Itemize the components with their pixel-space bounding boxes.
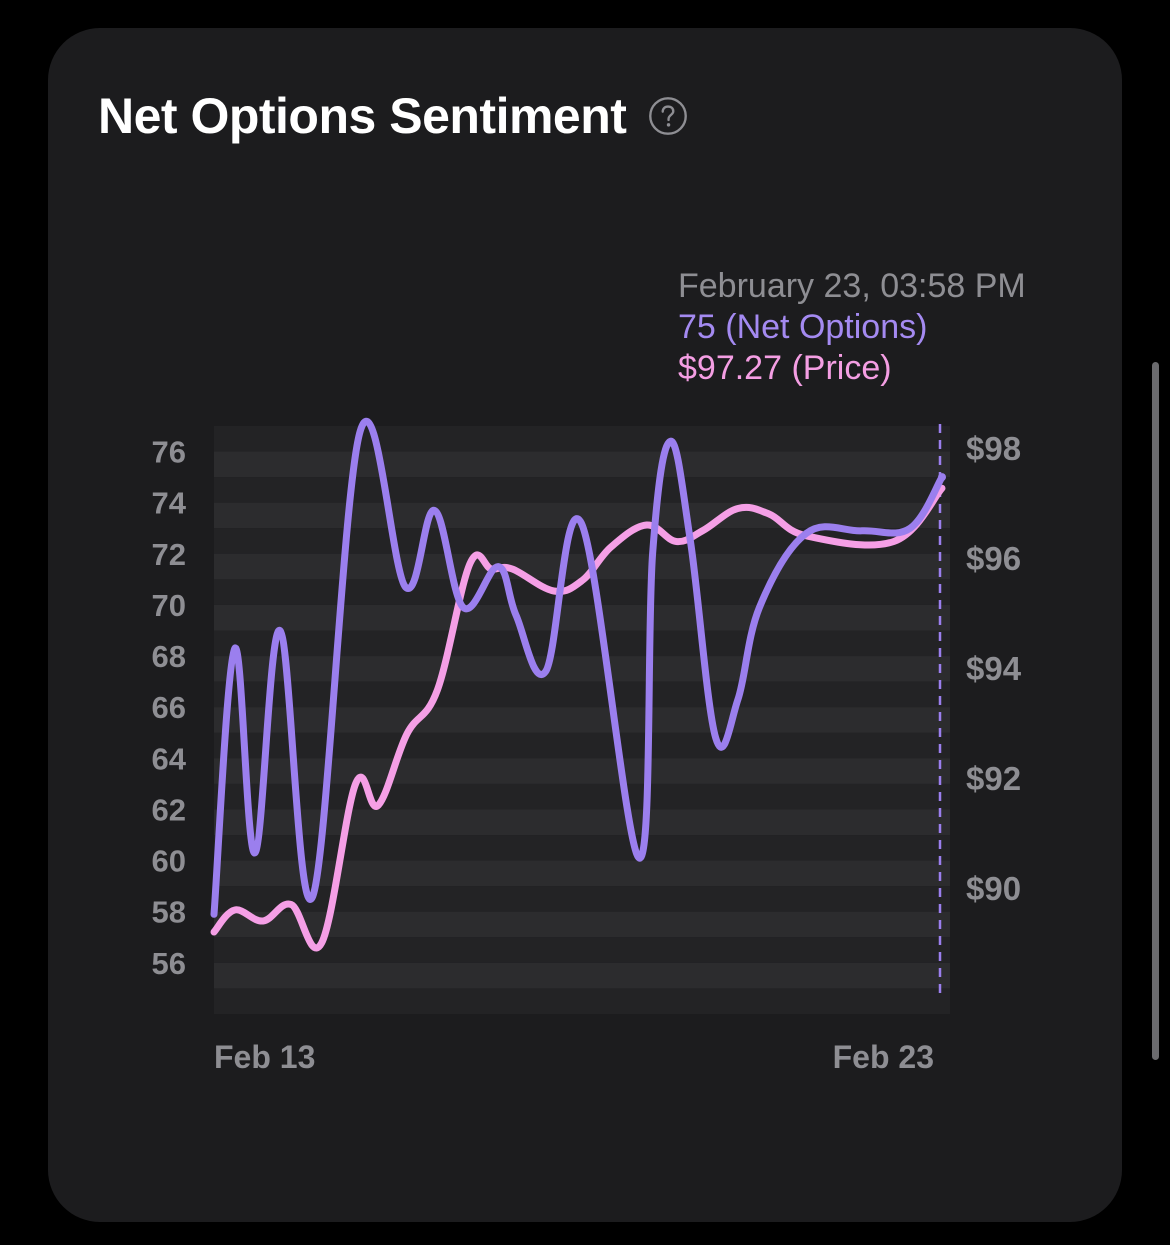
right-tick-label: $92 — [966, 760, 1021, 797]
left-tick-label: 76 — [152, 435, 186, 470]
series-line-net-options — [210, 417, 946, 918]
grid-band — [214, 707, 950, 733]
right-tick-label: $98 — [966, 430, 1021, 467]
grid-band — [214, 451, 950, 478]
grid-band — [214, 809, 950, 836]
x-tick-label: Feb 23 — [833, 1039, 934, 1075]
grid-band — [214, 758, 950, 784]
x-tick-label: Feb 13 — [214, 1039, 315, 1075]
crosshair-tooltip: February 23, 03:58 PM 75 (Net Options) $… — [678, 266, 1073, 389]
left-tick-label: 56 — [152, 946, 186, 981]
grid-band — [214, 604, 950, 631]
grid-band — [214, 477, 950, 503]
left-tick-label: 62 — [152, 792, 186, 827]
grid-band — [214, 656, 950, 682]
left-tick-label: 74 — [152, 486, 187, 521]
grid-band — [214, 732, 950, 759]
right-tick-label: $96 — [966, 540, 1021, 577]
left-tick-label: 68 — [152, 639, 186, 674]
left-tick-label: 66 — [152, 690, 186, 725]
x-axis: Feb 13 Feb 23 — [214, 1039, 934, 1075]
tooltip-date: February 23, 03:58 PM — [678, 267, 1026, 305]
grid-band — [214, 553, 950, 580]
question-circle-icon[interactable] — [648, 96, 688, 136]
left-tick-label: 70 — [152, 588, 186, 623]
right-tick-label: $94 — [966, 650, 1022, 687]
grid-band — [214, 630, 950, 657]
card-title: Net Options Sentiment — [98, 88, 627, 144]
grid-band — [214, 962, 950, 989]
grid-band — [214, 426, 950, 452]
card-header: Net Options Sentiment — [98, 84, 688, 148]
left-tick-label: 58 — [152, 895, 186, 930]
grid-band — [214, 783, 950, 810]
tooltip-net-options: 75 (Net Options) — [678, 308, 928, 346]
tooltip-price: $97.27 (Price) — [678, 349, 892, 387]
left-tick-label: 72 — [152, 537, 186, 572]
crosshair-point-net-options — [938, 473, 946, 482]
grid-band — [214, 911, 950, 938]
grid-band — [214, 886, 950, 912]
left-tick-label: 64 — [152, 741, 187, 776]
grid-band — [214, 988, 950, 1014]
grid-band — [214, 835, 950, 861]
right-axis: $98 $96 $94 $92 $90 — [966, 430, 1022, 907]
right-tick-label: $90 — [966, 870, 1021, 907]
left-tick-label: 60 — [152, 844, 186, 879]
grid-band — [214, 937, 950, 963]
grid-band — [214, 681, 950, 708]
left-axis: 76 74 72 70 68 66 64 62 60 58 56 — [152, 435, 187, 981]
vertical-scrollbar[interactable] — [1152, 362, 1159, 1060]
grid-band — [214, 860, 950, 887]
